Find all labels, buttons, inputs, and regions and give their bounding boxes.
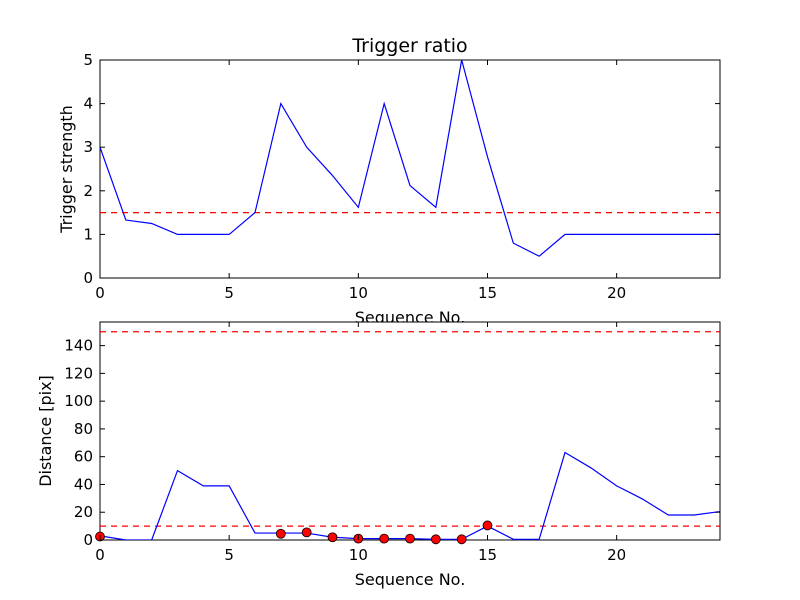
- y-tick-label: 5: [83, 51, 93, 69]
- x-axis-label: Sequence No.: [355, 570, 466, 589]
- y-tick-label: 0: [83, 269, 93, 287]
- x-tick-label: 15: [478, 284, 497, 302]
- plot-area: [99, 321, 721, 541]
- x-tick-label: 0: [95, 546, 105, 564]
- y-tick-label: 60: [74, 448, 93, 466]
- y-axis-label: Distance [pix]: [36, 375, 55, 487]
- chart-title: Trigger ratio: [351, 35, 467, 57]
- data-point: [301, 527, 312, 538]
- series-line: [100, 60, 720, 257]
- y-tick-label: 40: [74, 475, 93, 493]
- distance-panel: 0 5 10 15 20 0 20 40 60 80 100 120 140 Sequence No. Di…: [36, 321, 721, 589]
- y-tick-label: 100: [64, 392, 93, 410]
- y-tick-label: 20: [74, 503, 93, 521]
- y-tick-label: 4: [83, 95, 93, 113]
- y-tick-label: 3: [83, 138, 93, 156]
- x-tick-label: 20: [607, 546, 626, 564]
- y-tick-label: 140: [64, 337, 93, 355]
- y-tick-label: 80: [74, 420, 93, 438]
- x-tick-label: 5: [224, 284, 234, 302]
- x-tick-label: 10: [349, 284, 368, 302]
- data-point: [379, 533, 390, 544]
- y-axis-label: Trigger strength: [57, 105, 76, 234]
- plot-area: [99, 59, 721, 279]
- y-tick-label: 2: [83, 182, 93, 200]
- y-tick-label: 1: [83, 225, 93, 243]
- data-point: [430, 534, 441, 545]
- data-point: [405, 533, 415, 544]
- data-point: [327, 532, 338, 543]
- x-tick-label: 5: [224, 546, 234, 564]
- y-tick-label: 0: [83, 531, 93, 549]
- x-tick-label: 15: [478, 546, 497, 564]
- data-point: [456, 534, 467, 545]
- y-tick-label: 120: [64, 364, 93, 382]
- x-tick-label: 0: [95, 284, 105, 302]
- data-point: [275, 528, 286, 539]
- data-point: [482, 520, 493, 531]
- x-tick-label: 20: [607, 284, 626, 302]
- x-tick-label: 10: [349, 546, 368, 564]
- plot-content: [100, 60, 720, 257]
